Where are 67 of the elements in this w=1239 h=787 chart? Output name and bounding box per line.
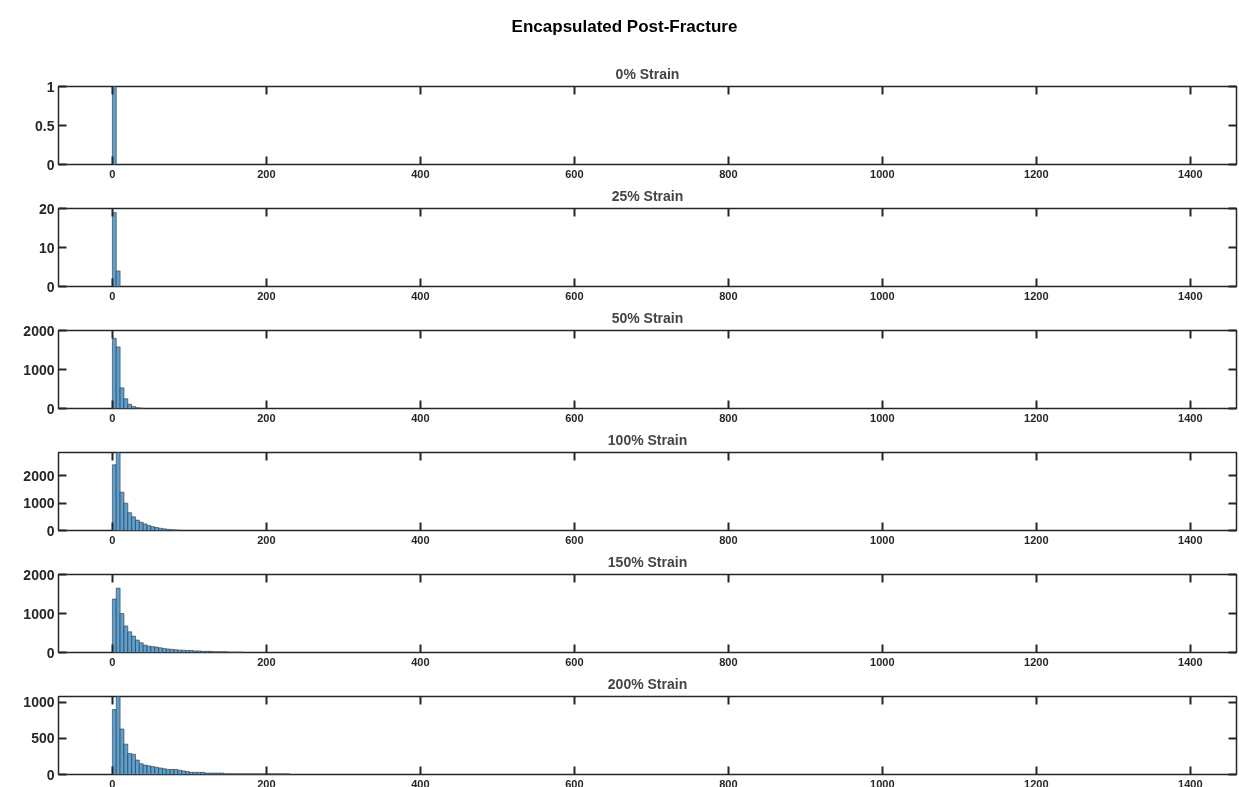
chart-title: 100% Strain	[607, 431, 688, 448]
x-tick-label: 200	[257, 289, 276, 302]
x-tick-label: 1400	[1178, 167, 1203, 180]
y-tick-label: 2000	[23, 322, 55, 339]
y-tick-label: 2000	[23, 566, 55, 583]
x-tick-label: 1000	[870, 167, 895, 180]
x-tick-label: 800	[719, 655, 738, 668]
x-tick-label: 1200	[1024, 411, 1049, 424]
chart-title: 0% Strain	[615, 65, 680, 82]
x-tick-label: 0	[109, 289, 116, 302]
text: Encapsulated Post-Fracture	[511, 16, 738, 38]
x-tick-label: 600	[565, 777, 584, 787]
y-tick-label: 500	[31, 730, 55, 747]
x-tick-label: 600	[565, 411, 584, 424]
y-tick-label: 1000	[23, 361, 55, 378]
x-tick-label: 1200	[1024, 655, 1049, 668]
x-tick-label: 600	[565, 167, 584, 180]
x-tick-label: 800	[719, 167, 738, 180]
y-tick-label: 0.5	[35, 117, 55, 134]
x-tick-label: 1400	[1178, 289, 1203, 302]
x-tick-label: 0	[109, 411, 116, 424]
x-tick-label: 0	[109, 777, 116, 787]
x-tick-label: 0	[109, 655, 116, 668]
y-tick-label: 1000	[23, 694, 55, 711]
y-tick-label: 10	[38, 239, 55, 256]
x-tick-label: 1000	[870, 655, 895, 668]
x-tick-label: 1200	[1024, 533, 1049, 546]
x-tick-label: 200	[257, 533, 276, 546]
x-tick-label: 600	[565, 533, 584, 546]
x-tick-label: 400	[411, 167, 430, 180]
y-tick-label: 20	[38, 200, 55, 217]
x-tick-label: 800	[719, 777, 738, 787]
x-tick-label: 1200	[1024, 289, 1049, 302]
x-tick-label: 0	[109, 167, 116, 180]
x-tick-label: 1000	[870, 533, 895, 546]
x-tick-label: 200	[257, 777, 276, 787]
chart-title: 25% Strain	[611, 187, 684, 204]
y-tick-label: 2000	[23, 467, 55, 484]
x-tick-label: 1400	[1178, 533, 1203, 546]
x-tick-label: 1000	[870, 289, 895, 302]
y-tick-label: 1	[46, 78, 55, 95]
x-tick-label: 600	[565, 655, 584, 668]
x-tick-label: 800	[719, 411, 738, 424]
x-tick-label: 200	[257, 655, 276, 668]
x-tick-label: 400	[411, 411, 430, 424]
x-tick-label: 800	[719, 289, 738, 302]
x-tick-label: 200	[257, 167, 276, 180]
x-tick-label: 1400	[1178, 411, 1203, 424]
x-tick-label: 400	[411, 777, 430, 787]
x-tick-label: 1200	[1024, 777, 1049, 787]
chart-title: 50% Strain	[611, 309, 684, 326]
x-tick-label: 200	[257, 411, 276, 424]
x-tick-label: 1000	[870, 411, 895, 424]
x-tick-label: 800	[719, 533, 738, 546]
x-tick-label: 1000	[870, 777, 895, 787]
x-tick-label: 600	[565, 289, 584, 302]
x-tick-label: 0	[109, 533, 116, 546]
chart-title: 200% Strain	[607, 675, 688, 692]
x-tick-label: 1200	[1024, 167, 1049, 180]
y-tick-label: 1000	[23, 605, 55, 622]
x-tick-label: 1400	[1178, 655, 1203, 668]
x-tick-label: 400	[411, 655, 430, 668]
x-tick-label: 400	[411, 533, 430, 546]
chart-title: 150% Strain	[607, 553, 688, 570]
x-tick-label: 1400	[1178, 777, 1203, 787]
y-tick-label: 1000	[23, 495, 55, 512]
x-tick-label: 400	[411, 289, 430, 302]
